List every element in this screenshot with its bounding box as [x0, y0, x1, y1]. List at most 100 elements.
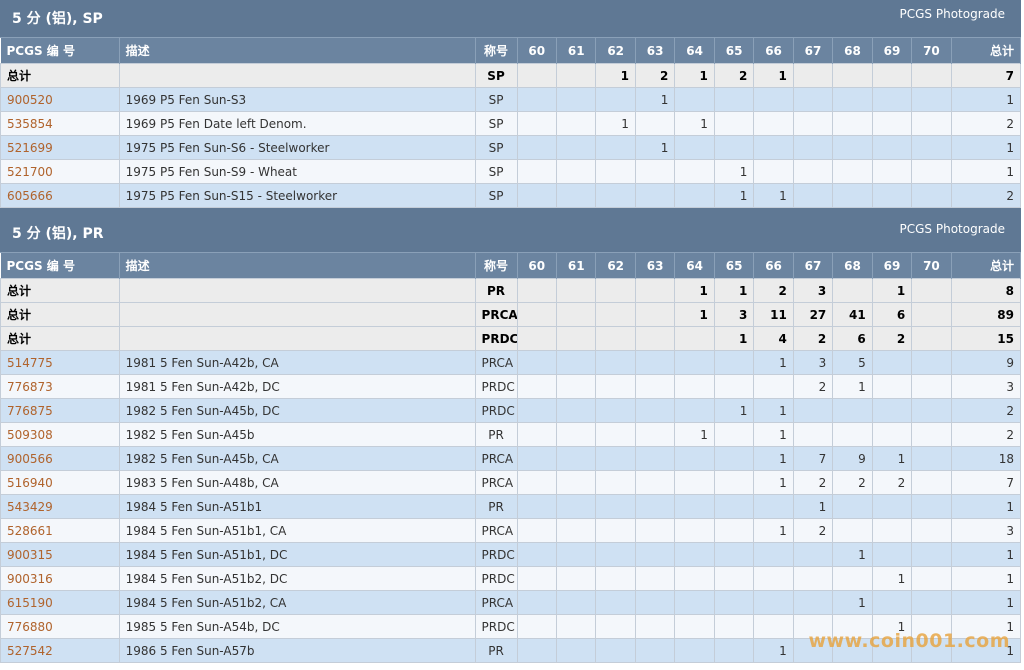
grade-count-cell — [634, 398, 676, 423]
pcgs-number-link[interactable]: 776880 — [0, 614, 120, 639]
column-header[interactable]: 61 — [556, 253, 597, 279]
coin-row: 900315 1984 5 Fen Sun-A51b1, DC PRDC 1 1 — [0, 542, 1022, 567]
column-header[interactable]: 70 — [911, 253, 952, 279]
grade-count-cell — [555, 638, 597, 663]
column-header[interactable]: 总计 — [951, 253, 1022, 279]
column-header[interactable]: 65 — [714, 38, 755, 64]
designation-cell: PR — [474, 278, 518, 303]
pcgs-number-link[interactable]: 900520 — [0, 87, 120, 112]
pcgs-number-link[interactable]: 509308 — [0, 422, 120, 447]
designation-cell: PR — [474, 422, 518, 447]
grade-count-cell — [555, 566, 597, 591]
total-count-cell: 18 — [950, 446, 1022, 471]
column-header[interactable]: 61 — [556, 38, 597, 64]
grade-count-cell: 2 — [792, 470, 834, 495]
column-header[interactable]: 66 — [753, 253, 794, 279]
grade-count-cell — [516, 614, 557, 639]
column-header[interactable]: 称号 — [475, 253, 518, 279]
grade-count-cell — [555, 614, 597, 639]
grade-count-cell — [911, 87, 952, 112]
grade-count-cell: 2 — [753, 278, 794, 303]
grade-count-cell — [634, 470, 676, 495]
photograde-link[interactable]: PCGS Photograde — [899, 222, 1005, 236]
grade-count-cell: 1 — [713, 398, 755, 423]
column-header[interactable]: 68 — [832, 38, 873, 64]
pcgs-number-link[interactable]: 900316 — [0, 566, 120, 591]
grade-count-cell — [871, 63, 913, 88]
grade-count-cell — [634, 446, 676, 471]
column-header[interactable]: 67 — [793, 38, 834, 64]
coin-description: 1984 5 Fen Sun-A51b1 — [118, 494, 476, 519]
column-header[interactable]: 66 — [753, 38, 794, 64]
column-header[interactable]: 描述 — [119, 38, 476, 64]
column-header[interactable]: 67 — [793, 253, 834, 279]
pcgs-number-link[interactable]: 900315 — [0, 542, 120, 567]
column-header[interactable]: 70 — [911, 38, 952, 64]
grade-count-cell — [674, 350, 715, 375]
column-header[interactable]: 63 — [635, 38, 676, 64]
total-count-cell: 2 — [950, 183, 1022, 208]
column-header[interactable]: 65 — [714, 253, 755, 279]
total-count-cell: 1 — [950, 494, 1022, 519]
grade-count-cell — [753, 111, 794, 136]
pcgs-number-link[interactable]: 776873 — [0, 374, 120, 399]
grade-count-cell — [832, 135, 873, 160]
grade-count-cell — [516, 638, 557, 663]
column-header[interactable]: 62 — [595, 253, 636, 279]
column-header[interactable]: 69 — [872, 38, 913, 64]
pcgs-number-link[interactable]: 516940 — [0, 470, 120, 495]
column-header[interactable]: 总计 — [951, 38, 1022, 64]
column-header[interactable]: 称号 — [475, 38, 518, 64]
grade-count-cell — [911, 446, 952, 471]
pcgs-number-link[interactable]: 535854 — [0, 111, 120, 136]
grade-count-cell — [555, 135, 597, 160]
column-header[interactable]: 63 — [635, 253, 676, 279]
pcgs-number-link[interactable]: 514775 — [0, 350, 120, 375]
column-header[interactable]: 69 — [872, 253, 913, 279]
grade-count-cell — [634, 566, 676, 591]
grade-count-cell — [674, 374, 715, 399]
grade-count-cell: 1 — [753, 422, 794, 447]
column-header[interactable]: 62 — [595, 38, 636, 64]
column-header[interactable]: 60 — [517, 38, 557, 64]
grade-count-cell — [516, 494, 557, 519]
grade-count-cell — [674, 470, 715, 495]
grade-count-cell — [555, 422, 597, 447]
grade-count-cell — [792, 398, 834, 423]
pcgs-number-link[interactable]: 615190 — [0, 590, 120, 615]
pcgs-number-link[interactable]: 528661 — [0, 518, 120, 543]
grade-count-cell — [832, 398, 873, 423]
grade-count-cell: 1 — [753, 398, 794, 423]
column-header[interactable]: 60 — [517, 253, 557, 279]
pcgs-number-link[interactable]: 776875 — [0, 398, 120, 423]
column-header[interactable]: PCGS 编 号 — [0, 38, 120, 64]
total-count-cell: 1 — [950, 638, 1022, 663]
grade-count-cell: 1 — [713, 278, 755, 303]
grade-count-cell — [555, 398, 597, 423]
pcgs-number-link[interactable]: 543429 — [0, 494, 120, 519]
pcgs-number-link[interactable]: 527542 — [0, 638, 120, 663]
grade-count-cell — [753, 135, 794, 160]
column-header[interactable]: PCGS 编 号 — [0, 253, 120, 279]
total-desc-cell — [118, 326, 476, 351]
grade-count-cell — [555, 159, 597, 184]
pcgs-number-link[interactable]: 900566 — [0, 446, 120, 471]
grade-count-cell — [595, 87, 636, 112]
total-label: 总计 — [0, 326, 120, 351]
pcgs-number-link[interactable]: 605666 — [0, 183, 120, 208]
column-header[interactable]: 64 — [674, 253, 715, 279]
coin-row: 509308 1982 5 Fen Sun-A45b PR 1 1 2 — [0, 422, 1022, 447]
total-label: 总计 — [0, 278, 120, 303]
grade-count-cell — [555, 374, 597, 399]
pcgs-number-link[interactable]: 521699 — [0, 135, 120, 160]
column-header[interactable]: 描述 — [119, 253, 476, 279]
coin-row: 527542 1986 5 Fen Sun-A57b PR 1 1 — [0, 638, 1022, 663]
column-header[interactable]: 68 — [832, 253, 873, 279]
grade-count-cell — [713, 87, 755, 112]
grade-count-cell — [516, 135, 557, 160]
photograde-link[interactable]: PCGS Photograde — [899, 7, 1005, 21]
total-count-cell: 1 — [950, 542, 1022, 567]
column-header[interactable]: 64 — [674, 38, 715, 64]
pcgs-number-link[interactable]: 521700 — [0, 159, 120, 184]
